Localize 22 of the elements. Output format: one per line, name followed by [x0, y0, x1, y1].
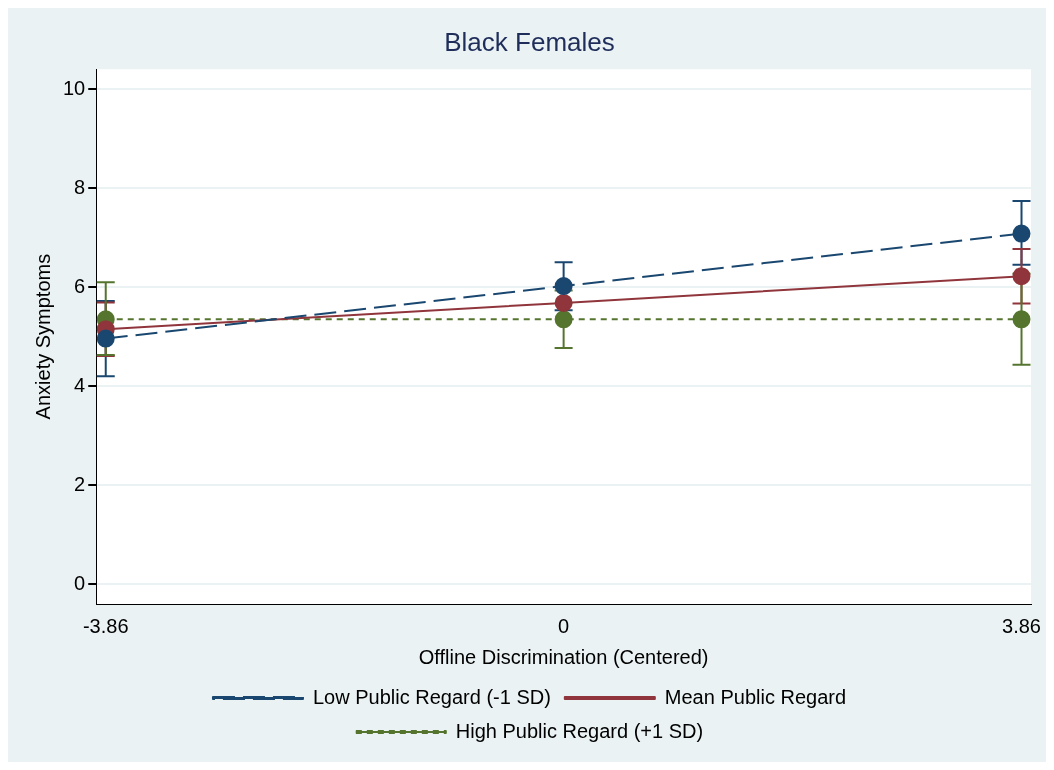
x-tick-label: -3.86 — [82, 614, 129, 637]
legend-label: Mean Public Regard — [664, 685, 847, 708]
y-tick-label: 0 — [74, 571, 86, 594]
point — [554, 310, 573, 329]
y-tick-label: 4 — [74, 373, 86, 396]
chart-title: Black Females — [444, 26, 615, 57]
point — [96, 329, 115, 348]
x-tick-label: 3.86 — [1002, 614, 1041, 637]
y-tick-label: 10 — [63, 76, 86, 99]
y-tick-label: 8 — [74, 175, 86, 198]
y-tick-label: 6 — [74, 274, 86, 297]
point — [554, 277, 573, 296]
legend-label: High Public Regard (+1 SD) — [455, 719, 704, 742]
y-axis-title: Anxiety Symptoms — [31, 253, 54, 420]
y-tick-label: 2 — [74, 472, 86, 495]
point — [1012, 267, 1031, 286]
x-axis-title: Offline Discrimination (Centered) — [418, 645, 709, 668]
x-tick-label: 0 — [558, 614, 570, 637]
point — [1012, 310, 1031, 329]
legend-label: Low Public Regard (-1 SD) — [312, 685, 551, 708]
point — [554, 293, 573, 312]
point — [1012, 224, 1031, 243]
